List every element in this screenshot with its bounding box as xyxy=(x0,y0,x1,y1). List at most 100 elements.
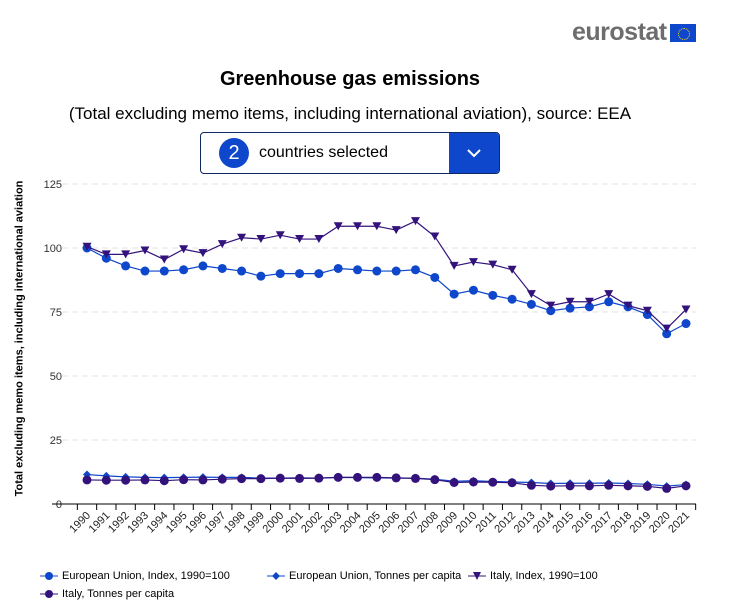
legend-marker-icon xyxy=(468,572,486,580)
x-tick-label: 2017 xyxy=(589,510,615,536)
data-point xyxy=(681,481,691,491)
x-tick-label: 2020 xyxy=(647,510,673,536)
data-point xyxy=(217,240,227,249)
data-point xyxy=(372,222,382,231)
data-point xyxy=(121,475,131,485)
data-point xyxy=(662,324,672,333)
data-point xyxy=(314,473,324,483)
data-point xyxy=(159,255,169,264)
data-point xyxy=(295,473,305,483)
legend-marker-icon xyxy=(40,572,58,580)
x-tick-label: 2021 xyxy=(666,510,692,536)
x-tick-label: 2015 xyxy=(550,510,576,536)
legend-label: Italy, Tonnes per capita xyxy=(62,588,175,600)
data-point xyxy=(237,233,247,242)
y-tick-label: 100 xyxy=(44,243,62,255)
data-point xyxy=(642,306,652,315)
data-point xyxy=(565,297,575,306)
selector-label: countries selected xyxy=(259,144,388,161)
data-point xyxy=(140,246,150,255)
selected-count-badge: 2 xyxy=(219,138,249,168)
data-point xyxy=(159,266,169,276)
data-point xyxy=(604,297,614,307)
legend-item[interactable]: Italy, Index, 1990=100 xyxy=(468,570,598,582)
x-tick-label: 2010 xyxy=(454,510,480,536)
data-point xyxy=(604,290,614,299)
data-point xyxy=(546,306,556,316)
data-point xyxy=(333,222,343,231)
legend-item[interactable]: European Union, Index, 1990=100 xyxy=(40,570,230,582)
data-point xyxy=(353,472,363,482)
data-point xyxy=(198,475,208,485)
data-point xyxy=(179,265,189,275)
data-point xyxy=(121,261,131,271)
data-point xyxy=(488,477,498,487)
x-tick-label: 2013 xyxy=(512,510,538,536)
legend-marker-icon xyxy=(40,590,58,598)
x-tick-label: 2009 xyxy=(434,510,460,536)
data-point xyxy=(449,477,459,487)
x-tick-label: 2019 xyxy=(628,510,654,536)
data-point xyxy=(584,297,594,306)
data-point xyxy=(101,250,111,259)
x-tick-label: 1993 xyxy=(125,510,151,536)
data-point xyxy=(140,266,150,276)
data-point xyxy=(642,481,652,491)
data-point xyxy=(101,475,111,485)
data-point xyxy=(546,301,556,310)
data-point xyxy=(275,473,285,483)
data-point xyxy=(391,473,401,483)
data-point xyxy=(546,481,556,491)
chevron-down-icon xyxy=(467,149,481,158)
eurostat-logo: eurostat xyxy=(572,18,696,47)
data-point xyxy=(198,261,208,271)
x-tick-label: 1997 xyxy=(203,510,229,536)
data-point xyxy=(372,266,382,276)
dropdown-toggle-button[interactable] xyxy=(449,133,499,173)
data-point xyxy=(275,231,285,240)
data-point xyxy=(468,258,478,267)
x-tick-label: 2018 xyxy=(608,510,634,536)
data-point xyxy=(584,302,594,312)
legend-item[interactable]: European Union, Tonnes per capita xyxy=(267,570,461,582)
data-point xyxy=(584,481,594,491)
x-tick-label: 1990 xyxy=(67,510,93,536)
x-tick-label: 2004 xyxy=(338,510,364,536)
data-point xyxy=(353,265,363,275)
data-point xyxy=(410,217,420,226)
x-tick-label: 1995 xyxy=(164,510,190,536)
data-point xyxy=(237,266,247,276)
chart-subtitle: (Total excluding memo items, including i… xyxy=(68,104,632,123)
legend-item[interactable]: Italy, Tonnes per capita xyxy=(40,588,174,600)
data-point xyxy=(391,226,401,235)
x-tick-label: 1991 xyxy=(87,510,113,536)
legend-label: European Union, Tonnes per capita xyxy=(289,570,462,582)
legend-label: Italy, Index, 1990=100 xyxy=(490,570,598,582)
x-tick-label: 2006 xyxy=(376,510,402,536)
data-point xyxy=(507,478,517,488)
y-tick-label: 50 xyxy=(50,371,62,383)
data-point xyxy=(507,265,517,274)
legend-label: European Union, Index, 1990=100 xyxy=(62,570,230,582)
series-line xyxy=(86,247,687,335)
y-axis-label: Total excluding memo items, including in… xyxy=(13,180,26,497)
data-point xyxy=(179,245,189,254)
x-tick-label: 2003 xyxy=(319,510,345,536)
x-tick-label: 1999 xyxy=(241,510,267,536)
data-point xyxy=(410,473,420,483)
data-point xyxy=(314,269,324,279)
data-point xyxy=(353,222,363,231)
data-point xyxy=(82,475,92,485)
data-point xyxy=(449,289,459,299)
eu-flag-icon xyxy=(669,23,696,42)
x-tick-label: 1998 xyxy=(222,510,248,536)
data-point xyxy=(468,477,478,487)
x-tick-label: 2005 xyxy=(357,510,383,536)
data-point xyxy=(488,260,498,269)
data-point xyxy=(526,480,536,490)
x-tick-label: 2016 xyxy=(570,510,596,536)
data-point xyxy=(604,480,614,490)
country-selector-dropdown[interactable]: 2 countries selected xyxy=(200,132,500,174)
data-point xyxy=(449,261,459,270)
